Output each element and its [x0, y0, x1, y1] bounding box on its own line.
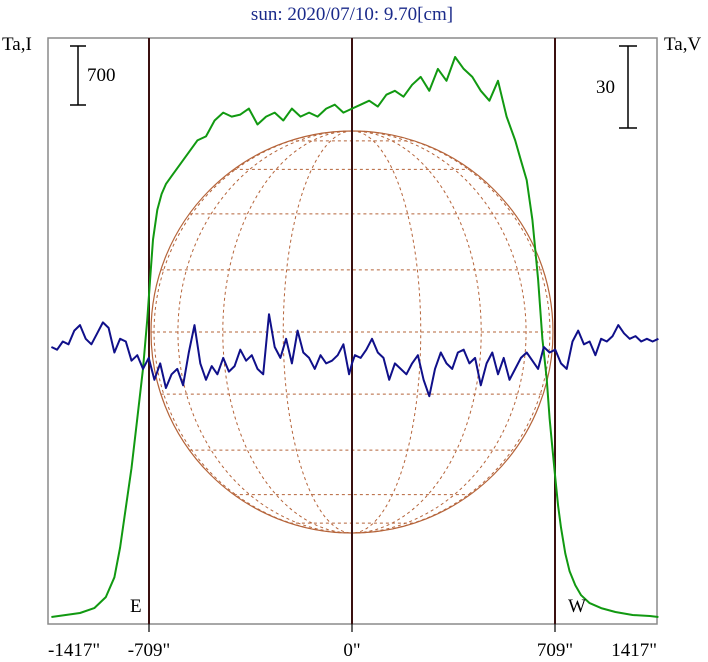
- x-tick-label: -709": [128, 640, 171, 661]
- longitude-line: [351, 130, 551, 534]
- x-tick-label: 709": [537, 640, 573, 661]
- longitude-line: [222, 130, 353, 534]
- east-limb-label: E: [130, 596, 142, 617]
- series-lines: [50, 56, 659, 618]
- left-axis-label: Ta,I: [2, 34, 32, 55]
- right-scale-bar-label: 30: [596, 77, 615, 98]
- longitude-line: [282, 130, 353, 534]
- longitude-line: [351, 130, 422, 534]
- polarization-series-line: [50, 313, 659, 398]
- x-tick-label: 1417": [611, 640, 657, 661]
- longitude-line: [351, 130, 527, 534]
- x-axis: -1417" -709" 0" 709" 1417": [48, 624, 657, 661]
- intensity-series-line: [51, 56, 659, 618]
- longitude-line: [153, 130, 353, 534]
- vertical-markers: [148, 38, 556, 624]
- left-scale-bar-label: 700: [87, 65, 116, 86]
- longitude-line: [351, 130, 482, 534]
- longitude-line: [177, 130, 353, 534]
- right-scale-bar: [619, 45, 637, 129]
- left-scale-bar: [70, 45, 86, 106]
- west-limb-label: W: [568, 596, 586, 617]
- x-tick-label: -1417": [48, 640, 100, 661]
- chart-title: sun: 2020/07/10: 9.70[cm]: [251, 4, 453, 25]
- right-axis-label: Ta,V: [664, 34, 701, 55]
- x-tick-label: 0": [343, 640, 360, 661]
